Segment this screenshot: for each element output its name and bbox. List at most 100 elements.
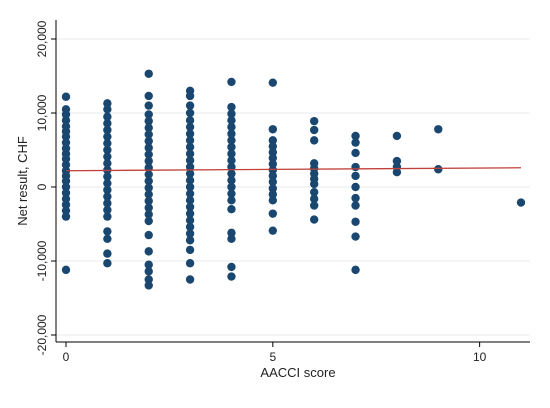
data-point-36 (103, 192, 112, 201)
data-point-161 (516, 198, 526, 207)
data-point-90 (185, 222, 195, 232)
axes (55, 20, 530, 343)
data-point-58 (144, 183, 153, 192)
data-point-56 (144, 170, 153, 179)
data-point-20 (61, 212, 71, 221)
data-point-159 (434, 125, 443, 134)
data-point-54 (144, 156, 153, 166)
data-point-98 (227, 109, 236, 118)
data-point-27 (103, 132, 112, 141)
data-point-42 (103, 249, 112, 258)
data-point-88 (185, 209, 195, 218)
data-point-41 (103, 234, 112, 243)
data-point-31 (103, 159, 112, 168)
data-point-107 (227, 169, 236, 178)
data-point-125 (268, 171, 278, 181)
y-tick-label-0: -20,000 (35, 314, 49, 355)
data-point-83 (185, 176, 195, 185)
data-point-23 (103, 105, 112, 114)
data-point-7 (61, 138, 71, 147)
data-point-53 (144, 150, 153, 159)
data-point-51 (144, 136, 153, 146)
data-point-14 (61, 176, 71, 186)
data-point-134 (309, 136, 319, 145)
data-point-79 (185, 149, 195, 158)
data-point-66 (144, 260, 153, 269)
data-point-64 (144, 230, 153, 240)
data-point-59 (144, 190, 153, 199)
data-point-30 (103, 152, 112, 161)
data-point-94 (185, 259, 195, 268)
data-point-0 (61, 92, 71, 101)
data-point-73 (185, 108, 195, 118)
data-point-147 (351, 162, 360, 172)
data-point-71 (185, 91, 195, 101)
data-point-119 (268, 136, 278, 145)
data-point-127 (268, 184, 278, 193)
data-point-60 (144, 196, 153, 206)
data-point-100 (227, 122, 236, 132)
data-point-129 (268, 196, 278, 205)
data-point-86 (185, 196, 195, 205)
data-point-115 (227, 262, 236, 272)
data-point-101 (227, 129, 236, 138)
data-point-148 (351, 171, 360, 181)
data-point-52 (144, 143, 153, 152)
data-point-24 (103, 112, 112, 121)
data-point-105 (227, 156, 236, 165)
data-point-110 (227, 189, 236, 198)
data-point-160 (434, 165, 443, 174)
data-point-48 (144, 116, 153, 126)
data-point-50 (144, 130, 153, 139)
data-point-158 (392, 168, 402, 177)
data-point-97 (227, 102, 236, 112)
data-point-69 (144, 281, 153, 290)
data-point-108 (227, 176, 236, 185)
data-point-143 (309, 215, 319, 224)
data-point-29 (103, 145, 112, 155)
data-point-2 (61, 110, 71, 119)
data-point-26 (103, 125, 112, 135)
data-point-6 (61, 132, 71, 141)
data-point-19 (61, 206, 71, 215)
data-point-91 (185, 229, 195, 238)
data-point-102 (227, 136, 236, 145)
data-point-156 (392, 156, 402, 166)
data-point-28 (103, 139, 112, 148)
data-point-84 (185, 182, 195, 192)
data-point-16 (61, 188, 71, 198)
data-point-82 (185, 169, 195, 178)
data-point-117 (268, 78, 278, 87)
data-point-146 (351, 148, 360, 158)
data-point-18 (61, 200, 71, 209)
x-axis-title: AACCI score (260, 365, 335, 380)
data-point-120 (268, 142, 278, 151)
data-point-25 (103, 119, 112, 128)
data-point-38 (103, 205, 112, 215)
data-point-11 (61, 160, 71, 169)
y-axis-title: Net result, CHF (15, 136, 30, 226)
data-point-68 (144, 275, 153, 284)
x-tick-label-2: 10 (473, 350, 487, 364)
data-point-34 (103, 179, 112, 188)
data-point-123 (268, 159, 278, 169)
data-point-150 (351, 193, 360, 203)
fit-line (65, 167, 522, 172)
y-tick-label-1: -10,000 (35, 240, 49, 281)
data-point-112 (227, 205, 236, 214)
data-point-109 (227, 182, 236, 192)
data-point-74 (185, 116, 195, 125)
data-point-122 (268, 153, 278, 163)
data-point-154 (351, 265, 360, 275)
y-ticks: -20,000 -10,000 0 10,000 20,000 (35, 20, 56, 355)
data-point-111 (227, 196, 236, 205)
data-point-10 (61, 154, 71, 164)
data-point-139 (309, 179, 319, 189)
data-point-153 (351, 232, 360, 241)
data-point-33 (103, 172, 112, 181)
data-point-46 (144, 101, 153, 110)
data-point-104 (227, 149, 236, 158)
data-point-103 (227, 142, 236, 152)
data-point-61 (144, 203, 153, 212)
